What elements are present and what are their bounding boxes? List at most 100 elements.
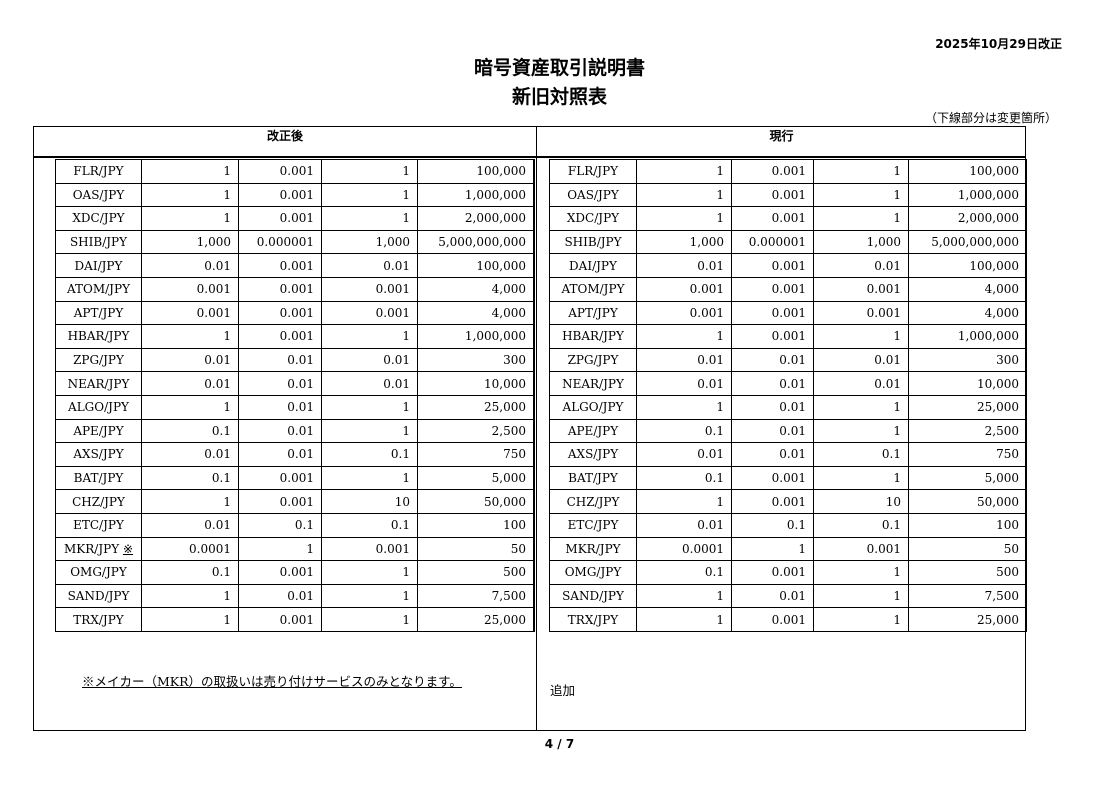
value-cell: 0.001: [141, 276, 239, 302]
pair-cell: NEAR/JPY: [55, 371, 142, 396]
pair-cell: NEAR/JPY: [549, 371, 637, 396]
value-text: 0.0001: [682, 541, 724, 556]
value-text: 0.001: [771, 187, 806, 202]
value-text: 0.1: [786, 518, 806, 533]
pair-cell: HBAR/JPY: [549, 324, 637, 349]
value-text: 0.1: [211, 423, 231, 438]
added-note: 追加: [550, 683, 576, 698]
table-row: OMG/JPY 0.1 0.001 1 500: [55, 560, 535, 585]
value-text: 500: [996, 565, 1019, 580]
value-cell: 0.1: [238, 512, 322, 538]
pair-cell: CHZ/JPY: [55, 489, 142, 514]
value-text: 0.01: [204, 353, 231, 368]
value-cell: 0.01: [141, 347, 239, 373]
value-text: 2,000,000: [957, 211, 1019, 226]
value-text: 100,000: [969, 164, 1019, 179]
value-text: 0.001: [771, 329, 806, 344]
value-text: 0.001: [196, 305, 231, 320]
pair-name: CHZ/JPY: [566, 494, 620, 509]
pair-cell: ATOM/JPY: [55, 276, 142, 302]
after-table: FLR/JPY 1 0.001 1 100,000 OAS/JPY 1 0.001 1 1,000…: [55, 159, 535, 632]
pair-cell: ALGO/JPY: [55, 394, 142, 420]
table-row: ALGO/JPY 1 0.01 1 25,000: [55, 394, 535, 420]
value-text: 1,000,000: [957, 329, 1019, 344]
table-row: ETC/JPY 0.01 0.1 0.1 100: [549, 512, 1027, 538]
value-cell: 1: [813, 418, 909, 444]
value-text: 0.001: [771, 305, 806, 320]
table-row: APE/JPY 0.1 0.01 1 2,500: [55, 418, 535, 444]
table-row: SAND/JPY 1 0.01 1 7,500: [549, 583, 1027, 609]
value-cell: 300: [417, 347, 535, 373]
value-cell: 0.01: [731, 394, 814, 420]
table-row: XDC/JPY 1 0.001 1 2,000,000: [549, 206, 1027, 231]
value-text: 1: [716, 612, 724, 627]
value-text: 0.1: [704, 565, 724, 580]
table-row: APE/JPY 0.1 0.01 1 2,500: [549, 418, 1027, 444]
table-row: ATOM/JPY 0.001 0.001 0.001 4,000: [55, 276, 535, 302]
value-text: 4,000: [984, 305, 1019, 320]
value-cell: 7,500: [908, 583, 1027, 609]
value-cell: 0.001: [238, 607, 322, 632]
table-row: BAT/JPY 0.1 0.001 1 5,000: [55, 465, 535, 491]
pair-cell: MKR/JPY ※: [55, 536, 142, 562]
value-text: 1,000: [866, 235, 901, 250]
value-text: 0.1: [704, 471, 724, 486]
value-cell: 500: [417, 560, 535, 585]
value-cell: 0.1: [813, 442, 909, 467]
pair-cell: XDC/JPY: [549, 206, 637, 231]
value-text: 1: [223, 164, 231, 179]
value-cell: 0.01: [813, 371, 909, 396]
value-cell: 0.1: [636, 560, 732, 585]
underline-note: （下線部分は変更箇所）: [924, 111, 1057, 125]
value-text: 300: [996, 353, 1019, 368]
value-text: 0.000001: [748, 235, 806, 250]
value-cell: 0.01: [238, 418, 322, 444]
value-cell: 0.001: [238, 465, 322, 491]
page-number: 4 / 7: [544, 737, 575, 751]
value-cell: 100,000: [417, 159, 535, 184]
value-text: 1: [402, 565, 410, 580]
value-text: 0.01: [697, 518, 724, 533]
value-text: 25,000: [484, 612, 526, 627]
value-text: 0.001: [279, 612, 314, 627]
value-cell: 0.001: [238, 206, 322, 231]
value-text: 1: [402, 612, 410, 627]
value-text: 0.001: [771, 494, 806, 509]
value-text: 1,000: [689, 235, 724, 250]
pair-name: FLR/JPY: [567, 164, 619, 179]
value-cell: 1: [321, 607, 418, 632]
pair-cell: AXS/JPY: [55, 442, 142, 467]
pair-name: TRX/JPY: [73, 612, 124, 627]
pair-name: BAT/JPY: [73, 471, 124, 486]
value-cell: 0.001: [813, 300, 909, 326]
value-text: 0.001: [279, 329, 314, 344]
value-text: 0.001: [771, 612, 806, 627]
value-cell: 0.01: [731, 371, 814, 396]
pair-name: NEAR/JPY: [562, 376, 624, 391]
value-cell: 750: [417, 442, 535, 467]
document-title: 暗号資産取引説明書: [473, 57, 645, 79]
value-cell: 0.01: [238, 347, 322, 373]
value-text: 0.01: [779, 376, 806, 391]
value-cell: 0.1: [813, 512, 909, 538]
value-cell: 1: [813, 182, 909, 208]
value-cell: 100,000: [417, 253, 535, 278]
pair-cell: OAS/JPY: [55, 182, 142, 208]
table-row: FLR/JPY 1 0.001 1 100,000: [55, 159, 535, 184]
value-text: 100: [996, 518, 1019, 533]
value-cell: 2,000,000: [908, 206, 1027, 231]
value-text: 1: [893, 423, 901, 438]
value-cell: 0.01: [141, 371, 239, 396]
table-row: OMG/JPY 0.1 0.001 1 500: [549, 560, 1027, 585]
column-divider: [536, 158, 537, 730]
value-cell: 0.0001: [141, 536, 239, 562]
table-row: APT/JPY 0.001 0.001 0.001 4,000: [55, 300, 535, 326]
value-text: 1: [223, 588, 231, 603]
value-cell: 1: [321, 182, 418, 208]
pair-name: FLR/JPY: [73, 164, 124, 179]
value-text: 1: [223, 187, 231, 202]
value-text: 1,000,000: [464, 187, 526, 202]
value-text: 0.01: [287, 353, 314, 368]
value-cell: 0.01: [636, 253, 732, 278]
value-cell: 2,000,000: [417, 206, 535, 231]
